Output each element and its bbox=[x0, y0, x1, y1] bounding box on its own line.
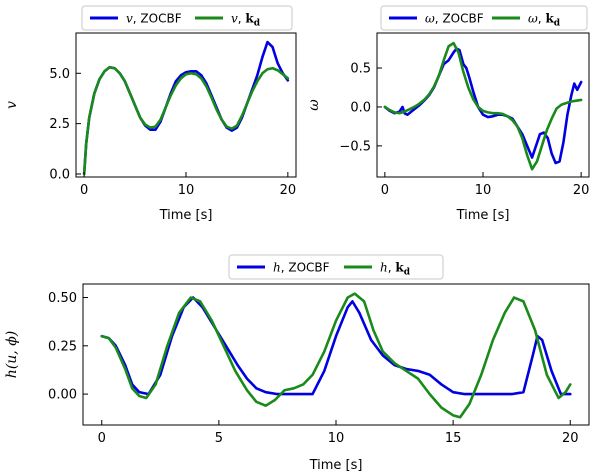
legend: v, ZOCBF v, kd bbox=[81, 5, 293, 31]
x-tick-label: 0 bbox=[98, 431, 106, 446]
y-tick-label: 0.5 bbox=[350, 62, 371, 77]
legend-label: k bbox=[545, 12, 554, 26]
series-line-kd bbox=[82, 65, 290, 176]
series-line-zocbf bbox=[82, 40, 290, 176]
y-tick-label: 5.0 bbox=[49, 67, 70, 82]
y-tick-label: 0.00 bbox=[48, 388, 77, 403]
x-axis-label: Time [s] bbox=[309, 458, 363, 473]
legend-variable: ω bbox=[528, 12, 538, 26]
legend-box bbox=[81, 5, 293, 31]
legend-variable: h bbox=[273, 261, 281, 275]
x-axis-label: Time [s] bbox=[456, 208, 510, 223]
legend-variable: h bbox=[380, 261, 388, 275]
y-axis-label: ω bbox=[306, 99, 322, 111]
x-tick-label: 10 bbox=[328, 431, 345, 446]
legend-variable: v bbox=[126, 12, 133, 26]
x-tick-label: 0 bbox=[80, 183, 88, 198]
legend-subscript: d bbox=[254, 19, 261, 29]
y-tick-label: 0.50 bbox=[48, 291, 77, 306]
legend-subscript: d bbox=[554, 19, 561, 29]
legend-separator: , bbox=[133, 12, 141, 26]
x-tick-label: 10 bbox=[475, 183, 492, 198]
x-tick-label: 15 bbox=[445, 431, 462, 446]
y-tick-label: 0.25 bbox=[48, 339, 77, 354]
legend-entry: h, ZOCBF bbox=[273, 261, 330, 275]
legend-box bbox=[380, 5, 588, 31]
series-line-zocbf bbox=[100, 296, 572, 396]
y-tick-label: 0.0 bbox=[350, 100, 371, 115]
legend: h, ZOCBF h, kd bbox=[228, 254, 444, 280]
legend-entry: ω, kd bbox=[528, 12, 561, 29]
legend-entry: h, kd bbox=[380, 261, 411, 278]
y-tick-label: −0.5 bbox=[339, 139, 371, 154]
x-tick-label: 20 bbox=[280, 183, 297, 198]
axes-frame bbox=[376, 32, 590, 178]
legend-label: ZOCBF bbox=[442, 12, 483, 26]
x-tick-label: 20 bbox=[573, 183, 590, 198]
y-tick-label: 0.0 bbox=[49, 167, 70, 182]
y-axis-label: v bbox=[4, 101, 20, 109]
legend-entry: v, ZOCBF bbox=[126, 12, 182, 26]
x-axis-label: Time [s] bbox=[159, 208, 213, 223]
legend-label: k bbox=[245, 12, 254, 26]
legend-entry: v, kd bbox=[231, 12, 261, 29]
legend-separator: , bbox=[238, 12, 246, 26]
y-tick-label: 2.5 bbox=[49, 117, 70, 132]
legend-variable: v bbox=[231, 12, 238, 26]
series-line-zocbf bbox=[383, 47, 583, 165]
x-tick-label: 5 bbox=[215, 431, 223, 446]
legend-label: ZOCBF bbox=[288, 261, 329, 275]
legend-separator: , bbox=[538, 12, 546, 26]
series-line-kd bbox=[383, 41, 583, 171]
legend: ω, ZOCBF ω, kd bbox=[380, 5, 588, 31]
legend-separator: , bbox=[435, 12, 443, 26]
axes-frame bbox=[82, 283, 590, 426]
x-tick-label: 0 bbox=[381, 183, 389, 198]
legend-label: ZOCBF bbox=[140, 12, 181, 26]
x-tick-label: 10 bbox=[178, 183, 195, 198]
legend-label: k bbox=[395, 261, 404, 275]
legend-variable: ω bbox=[425, 12, 435, 26]
legend-separator: , bbox=[281, 261, 289, 275]
chart-panel-3: 0 5 10 15 20 0.00 0.25 0.50 Time [s] h(u, ϕ) h, ZO… bbox=[4, 254, 590, 473]
legend-subscript: d bbox=[404, 268, 411, 278]
legend-entry: ω, ZOCBF bbox=[425, 12, 484, 26]
x-tick-label: 20 bbox=[562, 431, 579, 446]
legend-separator: , bbox=[388, 261, 396, 275]
legend-box bbox=[228, 254, 444, 280]
series-line-kd bbox=[100, 292, 572, 419]
y-axis-label: h(u, ϕ) bbox=[4, 331, 20, 378]
